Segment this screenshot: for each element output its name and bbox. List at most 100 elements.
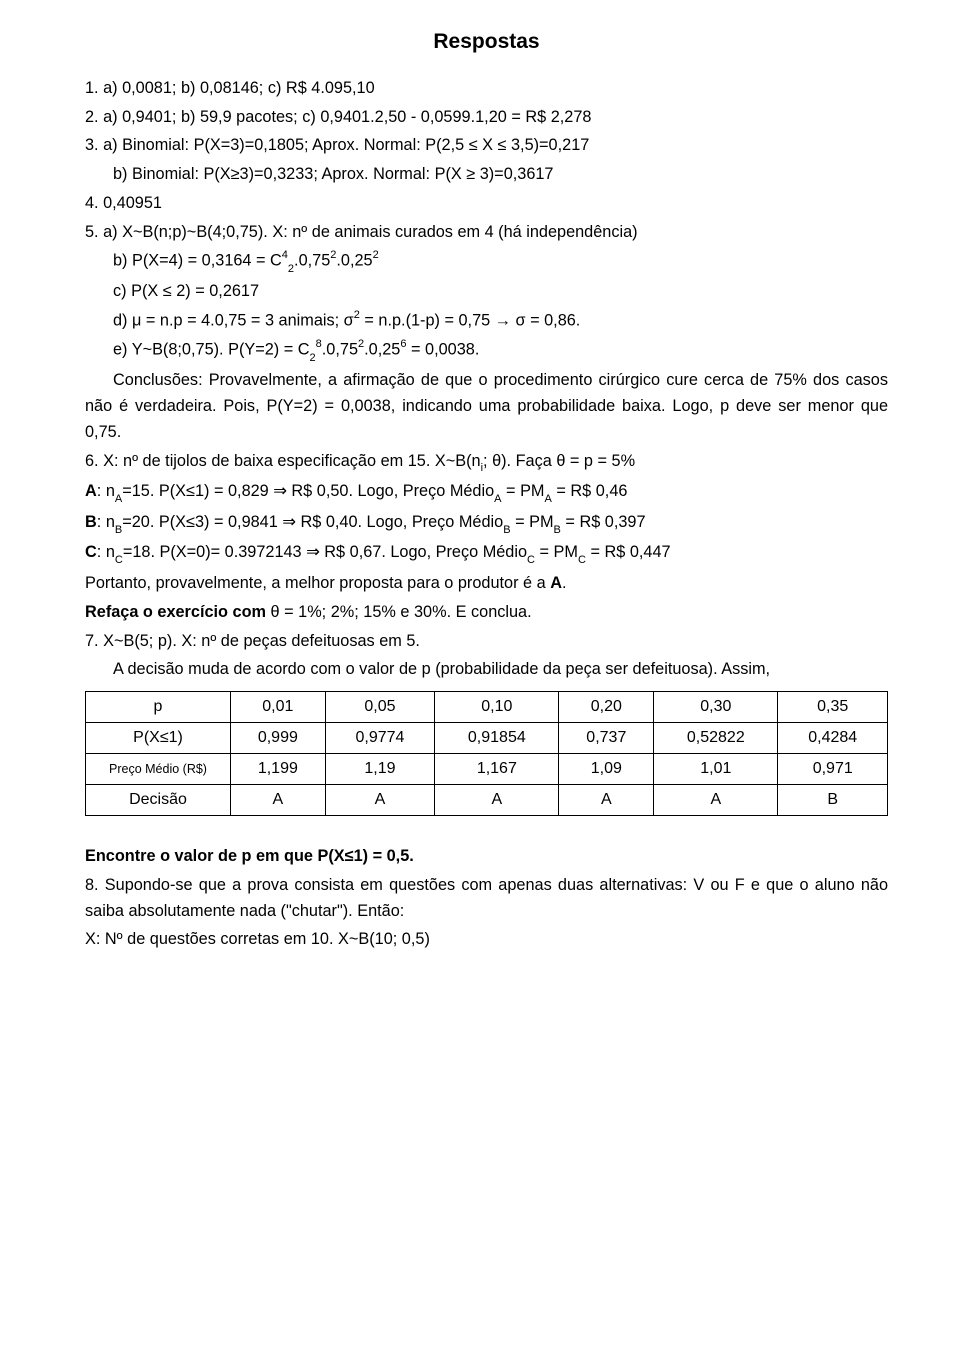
- subscript: B: [115, 524, 122, 536]
- table-cell: A: [231, 785, 326, 816]
- answer-6-option-c: C: nC=18. P(X=0)= 0.3972143 ⇒ R$ 0,67. L…: [85, 540, 888, 568]
- table-header: 0,01: [231, 692, 326, 723]
- table-header: 0,10: [435, 692, 559, 723]
- page-title: Respostas: [85, 30, 888, 54]
- answer-4: 4. 0,40951: [85, 191, 888, 217]
- table-cell: 0,9774: [325, 723, 434, 754]
- table-row: Preço Médio (R$) 1,199 1,19 1,167 1,09 1…: [86, 754, 888, 785]
- superscript: 2: [358, 338, 364, 350]
- subscript: C: [527, 554, 535, 566]
- table-header: 0,05: [325, 692, 434, 723]
- text: : n: [97, 543, 115, 561]
- answer-1: 1. a) 0,0081; b) 0,08146; c) R$ 4.095,10: [85, 76, 888, 102]
- table-cell: 1,19: [325, 754, 434, 785]
- text: .0,25: [364, 341, 400, 359]
- table-cell: 1,199: [231, 754, 326, 785]
- text: = PM: [535, 543, 578, 561]
- decision-table: p 0,01 0,05 0,10 0,20 0,30 0,35 P(X≤1) 0…: [85, 691, 888, 816]
- text: .0,75: [294, 252, 330, 270]
- subscript: 2: [288, 263, 294, 275]
- superscript: 4: [282, 249, 288, 261]
- table-cell: 0,52822: [654, 723, 778, 754]
- text: .: [562, 574, 567, 592]
- table-row: P(X≤1) 0,999 0,9774 0,91854 0,737 0,5282…: [86, 723, 888, 754]
- text: = R$ 0,46: [552, 482, 628, 500]
- table-cell: 0,971: [778, 754, 888, 785]
- answer-6: 6. X: nº de tijolos de baixa especificaç…: [85, 449, 888, 477]
- table-header-row: p 0,01 0,05 0,10 0,20 0,30 0,35: [86, 692, 888, 723]
- answer-5a: 5. a) X~B(n;p)~B(4;0,75). X: nº de anima…: [85, 220, 888, 246]
- text: =18. P(X=0)= 0.3972143 ⇒ R$ 0,67. Logo, …: [123, 543, 527, 561]
- answer-3a: 3. a) Binomial: P(X=3)=0,1805; Aprox. No…: [85, 133, 888, 159]
- answer-8b: X: Nº de questões corretas em 10. X~B(10…: [85, 927, 888, 953]
- subscript: B: [503, 524, 510, 536]
- answer-6-option-b: B: nB=20. P(X≤3) = 0,9841 ⇒ R$ 0,40. Log…: [85, 510, 888, 538]
- text-bold: A: [550, 574, 562, 592]
- table-row: Decisão A A A A A B: [86, 785, 888, 816]
- text: : n: [97, 513, 115, 531]
- answer-7-find: Encontre o valor de p em que P(X≤1) = 0,…: [85, 844, 888, 870]
- text: = 0,0038.: [406, 341, 479, 359]
- table-header: p: [86, 692, 231, 723]
- text: = R$ 0,447: [586, 543, 671, 561]
- superscript: 6: [400, 338, 406, 350]
- text-bold: Refaça o exercício com: [85, 603, 266, 621]
- table-cell: 0,999: [231, 723, 326, 754]
- answer-5-conclusion: Conclusões: Provavelmente, a afirmação d…: [85, 368, 888, 445]
- table-cell: A: [559, 785, 654, 816]
- label-b: B: [85, 513, 97, 531]
- table-cell: 1,09: [559, 754, 654, 785]
- table-header: 0,35: [778, 692, 888, 723]
- table-cell: 0,4284: [778, 723, 888, 754]
- answer-8: 8. Supondo-se que a prova consista em qu…: [85, 873, 888, 924]
- text: e) Y~B(8;0,75). P(Y=2) = C: [113, 341, 310, 359]
- table-cell: 1,167: [435, 754, 559, 785]
- text: = R$ 0,397: [561, 513, 646, 531]
- text: =15. P(X≤1) = 0,829 ⇒ R$ 0,50. Logo, Pre…: [122, 482, 494, 500]
- table-cell: A: [435, 785, 559, 816]
- text: 6. X: nº de tijolos de baixa especificaç…: [85, 452, 481, 470]
- subscript: C: [115, 554, 123, 566]
- answer-5e: e) Y~B(8;0,75). P(Y=2) = C28.0,752.0,256…: [85, 337, 888, 365]
- answer-5d: d) μ = n.p = 4.0,75 = 3 animais; σ2 = n.…: [85, 308, 888, 334]
- superscript: 2: [354, 309, 360, 321]
- superscript: 2: [330, 249, 336, 261]
- answer-6-conclusion: Portanto, provavelmente, a melhor propos…: [85, 571, 888, 597]
- label-c: C: [85, 543, 97, 561]
- answer-5b: b) P(X=4) = 0,3164 = C42.0,752.0,252: [85, 248, 888, 276]
- text: .0,75: [322, 341, 358, 359]
- table-cell: 0,737: [559, 723, 654, 754]
- superscript: 8: [316, 338, 322, 350]
- table-cell: B: [778, 785, 888, 816]
- text: d) μ = n.p = 4.0,75 = 3 animais; σ: [113, 312, 354, 330]
- text: b) P(X=4) = 0,3164 = C: [113, 252, 282, 270]
- table-header: 0,20: [559, 692, 654, 723]
- answer-6-option-a: A: nA=15. P(X≤1) = 0,829 ⇒ R$ 0,50. Logo…: [85, 479, 888, 507]
- subscript: B: [554, 524, 561, 536]
- text: : n: [97, 482, 115, 500]
- subscript: A: [115, 493, 122, 505]
- text: =20. P(X≤3) = 0,9841 ⇒ R$ 0,40. Logo, Pr…: [122, 513, 503, 531]
- text: θ = 1%; 2%; 15% e 30%. E conclua.: [266, 603, 532, 621]
- answer-5c: c) P(X ≤ 2) = 0,2617: [85, 279, 888, 305]
- text: Portanto, provavelmente, a melhor propos…: [85, 574, 550, 592]
- answer-3b: b) Binomial: P(X≥3)=0,3233; Aprox. Norma…: [85, 162, 888, 188]
- answer-6-redo: Refaça o exercício com θ = 1%; 2%; 15% e…: [85, 600, 888, 626]
- table-cell: Decisão: [86, 785, 231, 816]
- subscript: C: [578, 554, 586, 566]
- label-a: A: [85, 482, 97, 500]
- text: = n.p.(1-p) = 0,75 → σ = 0,86.: [360, 312, 580, 330]
- table-cell: P(X≤1): [86, 723, 231, 754]
- text: .0,25: [336, 252, 372, 270]
- answer-7: 7. X~B(5; p). X: nº de peças defeituosas…: [85, 629, 888, 655]
- table-header: 0,30: [654, 692, 778, 723]
- answer-2: 2. a) 0,9401; b) 59,9 pacotes; c) 0,9401…: [85, 105, 888, 131]
- table-cell: A: [654, 785, 778, 816]
- subscript: 2: [310, 352, 316, 364]
- subscript: i: [481, 462, 483, 474]
- answer-7-note: A decisão muda de acordo com o valor de …: [85, 657, 888, 683]
- superscript: 2: [373, 249, 379, 261]
- text: = PM: [502, 482, 545, 500]
- text: ; θ). Faça θ = p = 5%: [483, 452, 635, 470]
- table-cell: 0,91854: [435, 723, 559, 754]
